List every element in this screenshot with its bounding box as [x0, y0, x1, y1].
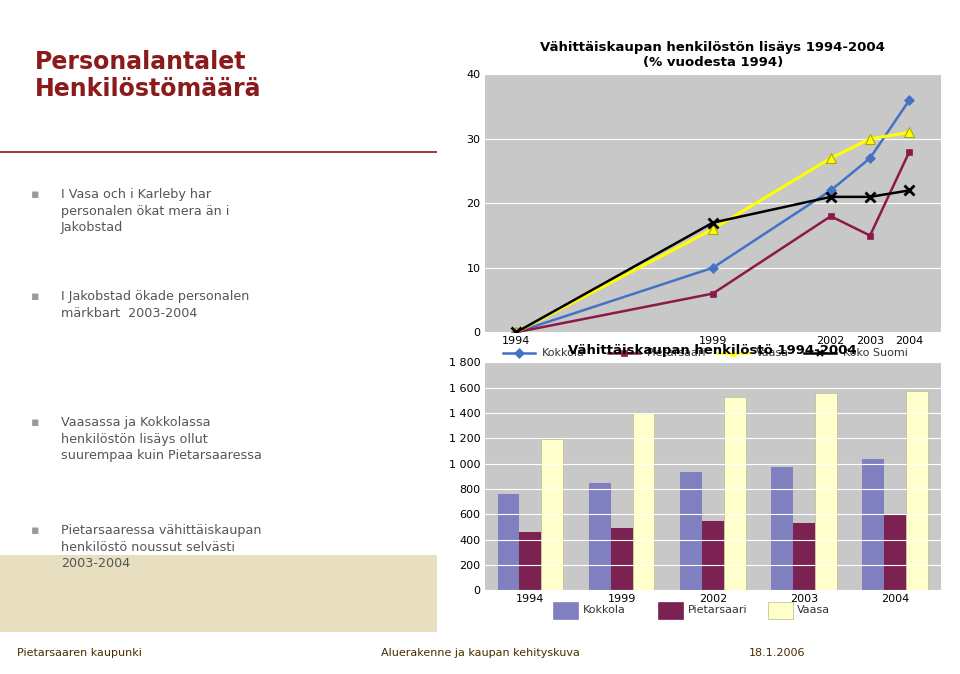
Text: Vaasa: Vaasa [756, 348, 789, 357]
Text: Kokkola: Kokkola [541, 348, 585, 357]
Bar [541, 439, 564, 590]
Bar [497, 494, 519, 590]
Text: ▪: ▪ [31, 417, 39, 429]
Text: Pietarsaaren kaupunki: Pietarsaaren kaupunki [17, 648, 142, 658]
Text: ▪: ▪ [31, 290, 39, 303]
Bar [588, 483, 611, 590]
Text: I Vasa och i Karleby har
personalen ökat mera än i
Jakobstad: I Vasa och i Karleby har personalen ökat… [61, 188, 229, 235]
Bar [815, 393, 837, 590]
Bar [519, 532, 541, 590]
Title: Vähittäiskaupan henkilöstön lisäys 1994-2004
(% vuodesta 1994): Vähittäiskaupan henkilöstön lisäys 1994-… [540, 41, 885, 69]
Bar [611, 528, 633, 590]
Bar [702, 520, 724, 590]
Text: ▪: ▪ [31, 188, 39, 202]
Bar [793, 523, 815, 590]
Text: ▪: ▪ [31, 524, 39, 537]
Bar [906, 391, 928, 590]
Text: Personalantalet
Henkilöstömäärä: Personalantalet Henkilöstömäärä [35, 51, 261, 101]
Text: Aluerakenne ja kaupan kehityskuva: Aluerakenne ja kaupan kehityskuva [380, 648, 580, 658]
Text: Vaasassa ja Kokkolassa
henkilöstön lisäys ollut
suurempaa kuin Pietarsaaressa: Vaasassa ja Kokkolassa henkilöstön lisäy… [61, 417, 262, 462]
Bar [862, 458, 884, 590]
Bar [0, 555, 437, 632]
Text: I Jakobstad ökade personalen
märkbart  2003-2004: I Jakobstad ökade personalen märkbart 20… [61, 290, 250, 319]
Bar [768, 602, 793, 619]
Text: Koko Suomi: Koko Suomi [843, 348, 907, 357]
Text: 18.1.2006: 18.1.2006 [749, 648, 805, 658]
Text: 7: 7 [931, 6, 946, 26]
Text: Pietarsaari: Pietarsaari [687, 605, 747, 615]
Bar [771, 467, 793, 590]
Text: Vaasa: Vaasa [797, 605, 830, 615]
Text: Kokkola: Kokkola [583, 605, 626, 615]
Bar [884, 514, 906, 590]
Text: Pietarsaari: Pietarsaari [647, 348, 707, 357]
Bar [680, 472, 702, 590]
Text: Pietarsaaressa vähittäiskaupan
henkilöstö noussut selvästi
2003-2004: Pietarsaaressa vähittäiskaupan henkilöst… [61, 524, 262, 570]
Bar [633, 413, 655, 590]
Bar [724, 397, 746, 590]
Bar [553, 602, 578, 619]
Title: Vähittäiskaupan henkilöstö 1994-2004: Vähittäiskaupan henkilöstö 1994-2004 [568, 344, 857, 357]
Bar [658, 602, 684, 619]
